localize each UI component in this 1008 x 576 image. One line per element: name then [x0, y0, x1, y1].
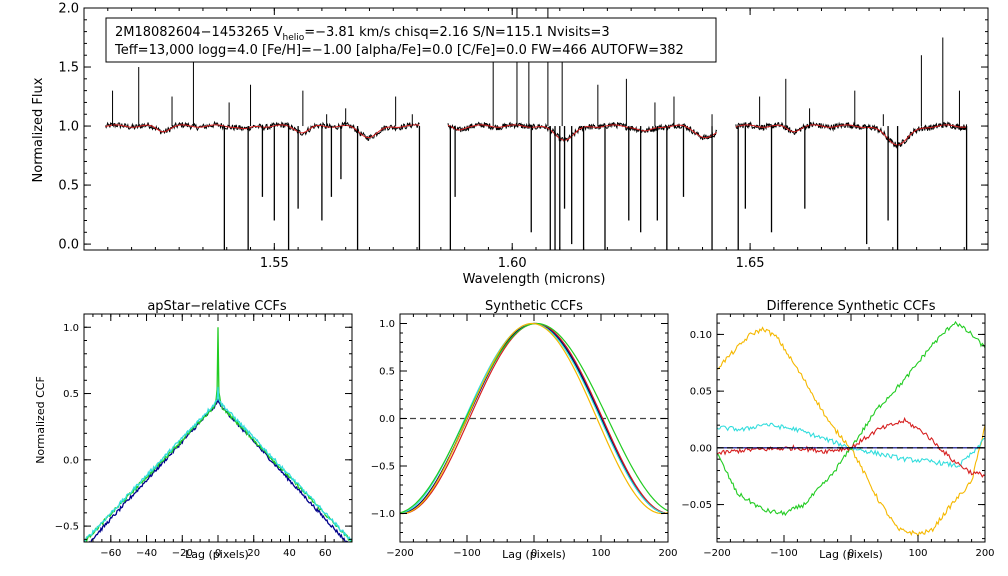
difference-ccf-axes: −200 −100 0 100 200 −0.05 0.00 0.05 0.10	[681, 313, 995, 559]
x-tick-label: −100	[453, 548, 480, 559]
y-tick-label: 1.0	[379, 319, 395, 330]
y-tick-label: 0.5	[58, 179, 79, 194]
synthetic-ccf-axes: −200 −100 0 100 200 −1.0 −0.5 0.0 0.5 1.0	[371, 313, 678, 559]
x-tick-label: 1.65	[736, 256, 765, 271]
x-tick-label: 0	[531, 548, 537, 559]
y-tick-label: 1.0	[58, 120, 79, 135]
y-tick-label: 0.5	[63, 389, 79, 400]
synthetic-ccf-plot-area	[400, 322, 668, 515]
apstar-ccf-panel: apStar−relative CCFs −60 −40 −20 0 20 40 60 −0.…	[34, 299, 353, 561]
x-tick-label: 1.55	[260, 256, 289, 271]
y-tick-label: 0.0	[379, 414, 395, 425]
y-tick-label: 1.5	[58, 61, 79, 76]
x-tick-label: 0	[848, 548, 854, 559]
y-tick-label: −1.0	[371, 509, 395, 520]
y-tick-label: −0.05	[681, 500, 712, 511]
y-tick-label: 0.0	[58, 238, 79, 253]
spectrum-x-axis-label: Wavelength (microns)	[463, 272, 606, 287]
difference-ccf-x-axis-label: Lag (pixels)	[819, 548, 883, 561]
x-tick-label: 20	[247, 548, 260, 559]
x-tick-label: 200	[658, 548, 677, 559]
annotation-helio-subscript: helio	[282, 33, 304, 43]
x-tick-label: −40	[136, 548, 157, 559]
x-tick-label: 100	[591, 548, 610, 559]
x-tick-label: 1.60	[498, 256, 527, 271]
ccf-series-visit-1	[88, 398, 349, 542]
synthetic-ccf-x-axis-label: Lag (pixels)	[502, 548, 566, 561]
x-tick-label: 100	[908, 548, 927, 559]
apstar-ccf-axes: −60 −40 −20 0 20 40 60 −0.5 0.0 0.5 1.0	[55, 313, 353, 559]
spectrum-axes: 1.55 1.60 1.65 0.0 0.5 1.0 1.5 2.0	[58, 2, 989, 271]
x-tick-label: 60	[319, 548, 332, 559]
spectrum-plot-area	[104, 8, 968, 250]
x-tick-label: −20	[172, 548, 193, 559]
model-spectrum-chip-2	[447, 124, 718, 141]
difference-ccf-panel: Difference Synthetic CCFs −200 −100 0 100 20…	[681, 299, 994, 561]
y-tick-label: 0.05	[690, 387, 712, 398]
spectrum-y-axis-label: Normalized Flux	[31, 77, 46, 182]
y-tick-label: −0.5	[55, 522, 79, 533]
x-tick-label: −200	[703, 548, 730, 559]
x-tick-label: 40	[283, 548, 296, 559]
y-tick-label: 1.0	[63, 323, 79, 334]
spectrum-annotation: 2M18082604−1453265 Vhelio=−3.81 km/s chi…	[105, 17, 717, 63]
x-tick-label: −60	[100, 548, 121, 559]
annotation-line-1-suffix: =−3.81 km/s chisq=2.16 S/N=115.1 Nvisits…	[304, 25, 609, 40]
model-spectrum-chip-3	[735, 124, 967, 146]
annotation-line-1-prefix: 2M18082604−1453265 V	[115, 25, 283, 40]
x-tick-label: 200	[975, 548, 994, 559]
y-tick-label: 2.0	[58, 2, 79, 17]
y-tick-label: −0.5	[371, 462, 395, 473]
difference-ccf-title: Difference Synthetic CCFs	[766, 299, 935, 314]
apstar-ccf-plot-area	[84, 327, 352, 542]
x-tick-label: 0	[215, 548, 221, 559]
observed-spectrum-chip-2	[447, 121, 718, 143]
y-tick-label: 0.10	[690, 330, 712, 341]
apstar-ccf-y-axis-label: Normalized CCF	[34, 376, 47, 464]
difference-green	[717, 320, 985, 517]
synthetic-ccf-title: Synthetic CCFs	[485, 299, 583, 314]
apstar-ccf-x-axis-label: Lag (pixels)	[185, 548, 249, 561]
y-tick-label: 0.00	[690, 443, 712, 454]
y-tick-label: 0.5	[379, 367, 395, 378]
synthetic-ccf-panel: Synthetic CCFs −200 −100 0 100 200 −1.0 −0.5 0.…	[371, 299, 678, 561]
annotation-line-2: Teff=13,000 logg=4.0 [Fe/H]=−1.00 [alpha…	[114, 43, 684, 58]
apstar-ccf-title: apStar−relative CCFs	[147, 299, 287, 314]
spectrum-panel: 1.55 1.60 1.65 0.0 0.5 1.0 1.5 2.0 2M18082604−1…	[31, 2, 989, 287]
annotation-box	[105, 17, 717, 63]
annotation-line-1: 2M18082604−1453265 Vhelio=−3.81 km/s chi…	[115, 25, 610, 43]
x-tick-label: −200	[386, 548, 413, 559]
x-tick-label: −100	[770, 548, 797, 559]
y-tick-label: 0.0	[63, 455, 79, 466]
ccf-series-visit-3	[84, 386, 352, 542]
synthetic-ccf-orange	[400, 322, 668, 515]
difference-ccf-plot-area	[717, 320, 985, 538]
